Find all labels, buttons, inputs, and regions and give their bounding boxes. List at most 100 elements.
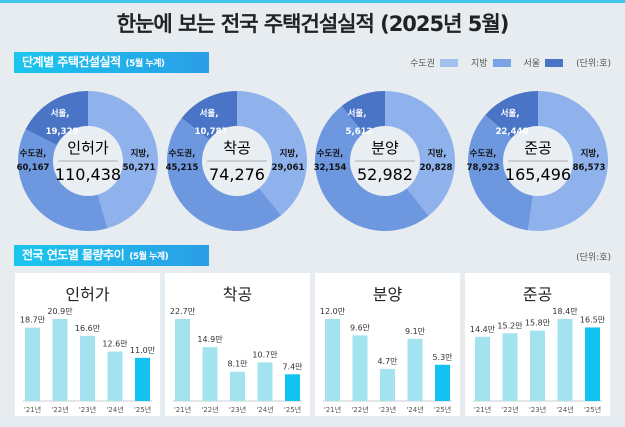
x-tick-label: '25년 [284, 405, 301, 414]
seoul-value: 19,329 [46, 127, 79, 137]
stage-total: 74,276 [209, 165, 265, 184]
x-tick-label: '23년 [79, 405, 96, 414]
capital-label: 수도권, [317, 148, 344, 159]
local-slice [385, 91, 456, 216]
bar [107, 351, 123, 401]
section-title: 전국 연도별 물량추이 [22, 248, 125, 262]
bar-label: 11.0만 [130, 346, 156, 355]
seoul-label: 서울, [200, 108, 219, 119]
x-tick-label: '24년 [256, 405, 273, 414]
seoul-label: 서울, [348, 108, 367, 119]
x-tick-label: '22년 [201, 405, 218, 414]
x-tick-label: '23년 [229, 405, 246, 414]
bar-label: 12.0만 [320, 307, 346, 316]
bar-label: 4.7만 [377, 357, 398, 366]
bar [380, 368, 395, 401]
bar [352, 335, 368, 401]
local-value: 86,573 [573, 163, 606, 173]
stage-name: 준공 [524, 139, 552, 157]
panel-title: 착공 [222, 285, 253, 304]
section-header-trend: 전국 연도별 물량추이 (5월 누계) [14, 245, 209, 266]
bar-label: 16.5만 [580, 315, 606, 324]
stage-name: 분양 [371, 139, 399, 157]
bar-label: 9.6만 [350, 323, 371, 332]
bar-label: 12.6만 [102, 340, 128, 349]
bar-label: 14.9만 [197, 335, 223, 344]
bar [80, 335, 95, 401]
section-title: 단계별 주택건설실적 [22, 55, 121, 69]
bar-label: 9.1만 [405, 327, 426, 336]
panel-start: 착공 22.7만 '21년 14.9만 '22년 8.1만 '23년 10.7만 '24년 7.4… [165, 273, 310, 416]
panel-title: 준공 [522, 285, 553, 304]
bar [230, 371, 245, 401]
bar [175, 319, 190, 401]
x-tick-label: '25년 [434, 405, 451, 414]
seoul-value: 22,440 [496, 127, 529, 137]
page-title: 한눈에 보는 전국 주택건설실적 (2025년 5월) [116, 12, 510, 36]
stage-total: 165,496 [505, 165, 571, 184]
local-slice [88, 91, 158, 229]
unit-label: (단위:호) [576, 59, 611, 69]
capital-value: 32,154 [314, 163, 347, 173]
bar [135, 357, 150, 401]
bar [475, 336, 490, 401]
seoul-label: 서울, [51, 108, 70, 119]
bar-chart: 18.7만 '21년 20.9만 '22년 16.6만 '23년 12.6만 '24년 11.0… [20, 307, 156, 414]
bar-label: 16.6만 [75, 324, 101, 333]
bar-chart: 14.4만 '21년 15.2만 '22년 15.8만 '23년 18.4만 '24년 16.5… [470, 307, 606, 414]
seoul-label: 서울, [501, 108, 520, 119]
bar [435, 364, 450, 401]
capital-value: 60,167 [17, 163, 50, 173]
legend-swatch [439, 58, 458, 67]
top-accent-line [0, 0, 625, 3]
unit-label: (단위:호) [576, 253, 611, 263]
bar-chart: 12.0만 '21년 9.6만 '22년 4.7만 '23년 9.1만 '24년 5.3만 '25… [320, 307, 453, 414]
x-tick-label: '24년 [556, 405, 573, 414]
x-tick-label: '22년 [351, 405, 368, 414]
bar [530, 330, 545, 401]
donut-charts: 인허가 110,438 수도권, 60,167 지방, 50,271 서울, 19,329 착공… [17, 91, 608, 231]
panel-title: 인허가 [65, 285, 110, 304]
local-label: 지방, [581, 148, 600, 159]
capital-value: 45,215 [166, 163, 199, 173]
bar-label: 18.4만 [552, 307, 578, 316]
seoul-value: 10,787 [195, 127, 228, 137]
bar-label: 22.7만 [170, 307, 196, 316]
capital-label: 수도권, [470, 148, 497, 159]
bar-label: 14.4만 [470, 325, 496, 334]
bar [285, 374, 300, 401]
bar [557, 319, 573, 401]
section-note: (5월 누계) [125, 59, 165, 69]
x-tick-label: '21년 [24, 405, 41, 414]
legend-label: 지방 [470, 59, 488, 69]
x-tick-label: '21년 [324, 405, 341, 414]
bar-label: 10.7만 [252, 350, 278, 359]
bar [202, 347, 218, 401]
capital-value: 78,923 [467, 163, 500, 173]
x-tick-label: '21년 [174, 405, 191, 414]
x-tick-label: '25년 [584, 405, 601, 414]
section-header-stage: 단계별 주택건설실적 (5월 누계) [14, 52, 209, 73]
local-slice [237, 91, 307, 216]
x-tick-label: '25년 [134, 405, 151, 414]
panel-complete: 준공 14.4만 '21년 15.2만 '22년 15.8만 '23년 18.4만 '24년 16… [465, 273, 610, 416]
seoul-value: 5,612 [346, 127, 373, 137]
bar [585, 327, 600, 401]
bar [52, 319, 68, 401]
local-label: 지방, [131, 148, 150, 159]
bar [325, 319, 340, 401]
bar [257, 362, 273, 401]
capital-slice [468, 114, 538, 231]
x-tick-label: '22년 [51, 405, 68, 414]
capital-label: 수도권, [169, 148, 196, 159]
panel-title: 분양 [372, 285, 403, 304]
x-tick-label: '22년 [501, 405, 518, 414]
legend: 수도권 지방 서울 (단위:호) [410, 56, 611, 69]
legend-label: 수도권 [410, 59, 435, 69]
bar-label: 8.1만 [227, 360, 248, 369]
local-value: 29,061 [272, 163, 305, 173]
stage-total: 52,982 [357, 165, 413, 184]
x-tick-label: '21년 [474, 405, 491, 414]
bar-label: 20.9만 [47, 307, 73, 316]
x-tick-label: '24년 [106, 405, 123, 414]
